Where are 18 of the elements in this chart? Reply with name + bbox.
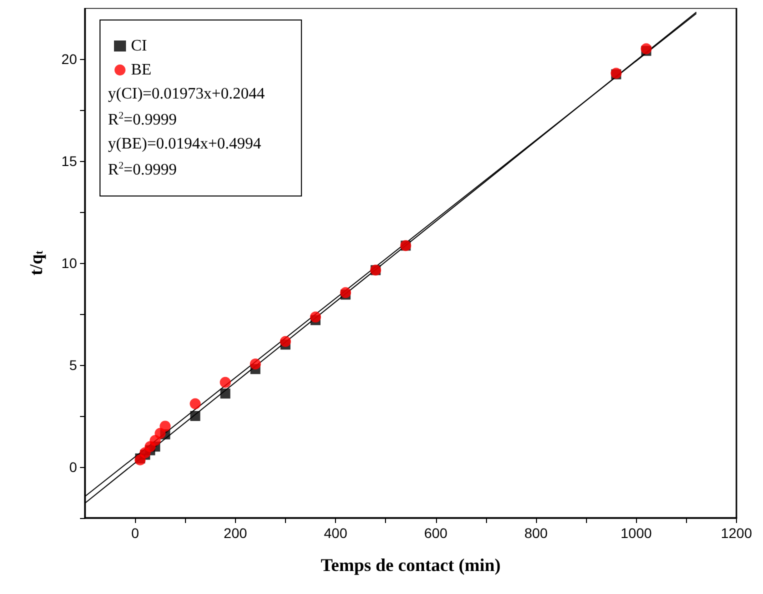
legend-label: CI — [131, 38, 147, 54]
y-tick-label: 10 — [61, 255, 78, 271]
y-tick-label: 0 — [69, 459, 78, 475]
x-tick-label: 200 — [224, 525, 248, 541]
y-tick-label: 15 — [61, 153, 78, 169]
y-axis-title: t/qt — [26, 250, 46, 276]
legend-label: BE — [131, 62, 152, 78]
y-tick-label: 20 — [61, 51, 78, 67]
annotation: y(BE)=0.0194x+0.4994 — [108, 136, 262, 152]
annotation: y(CI)=0.01973x+0.2044 — [108, 86, 265, 102]
x-tick-label: 0 — [131, 525, 140, 541]
x-tick-label: 400 — [324, 525, 348, 541]
x-axis-title: Temps de contact (min) — [320, 555, 501, 575]
x-tick-label: 1200 — [720, 525, 752, 541]
y-tick-label: 5 — [69, 357, 78, 373]
x-tick-label: 800 — [524, 525, 548, 541]
x-tick-label: 600 — [424, 525, 448, 541]
x-tick-label: 1000 — [620, 525, 652, 541]
